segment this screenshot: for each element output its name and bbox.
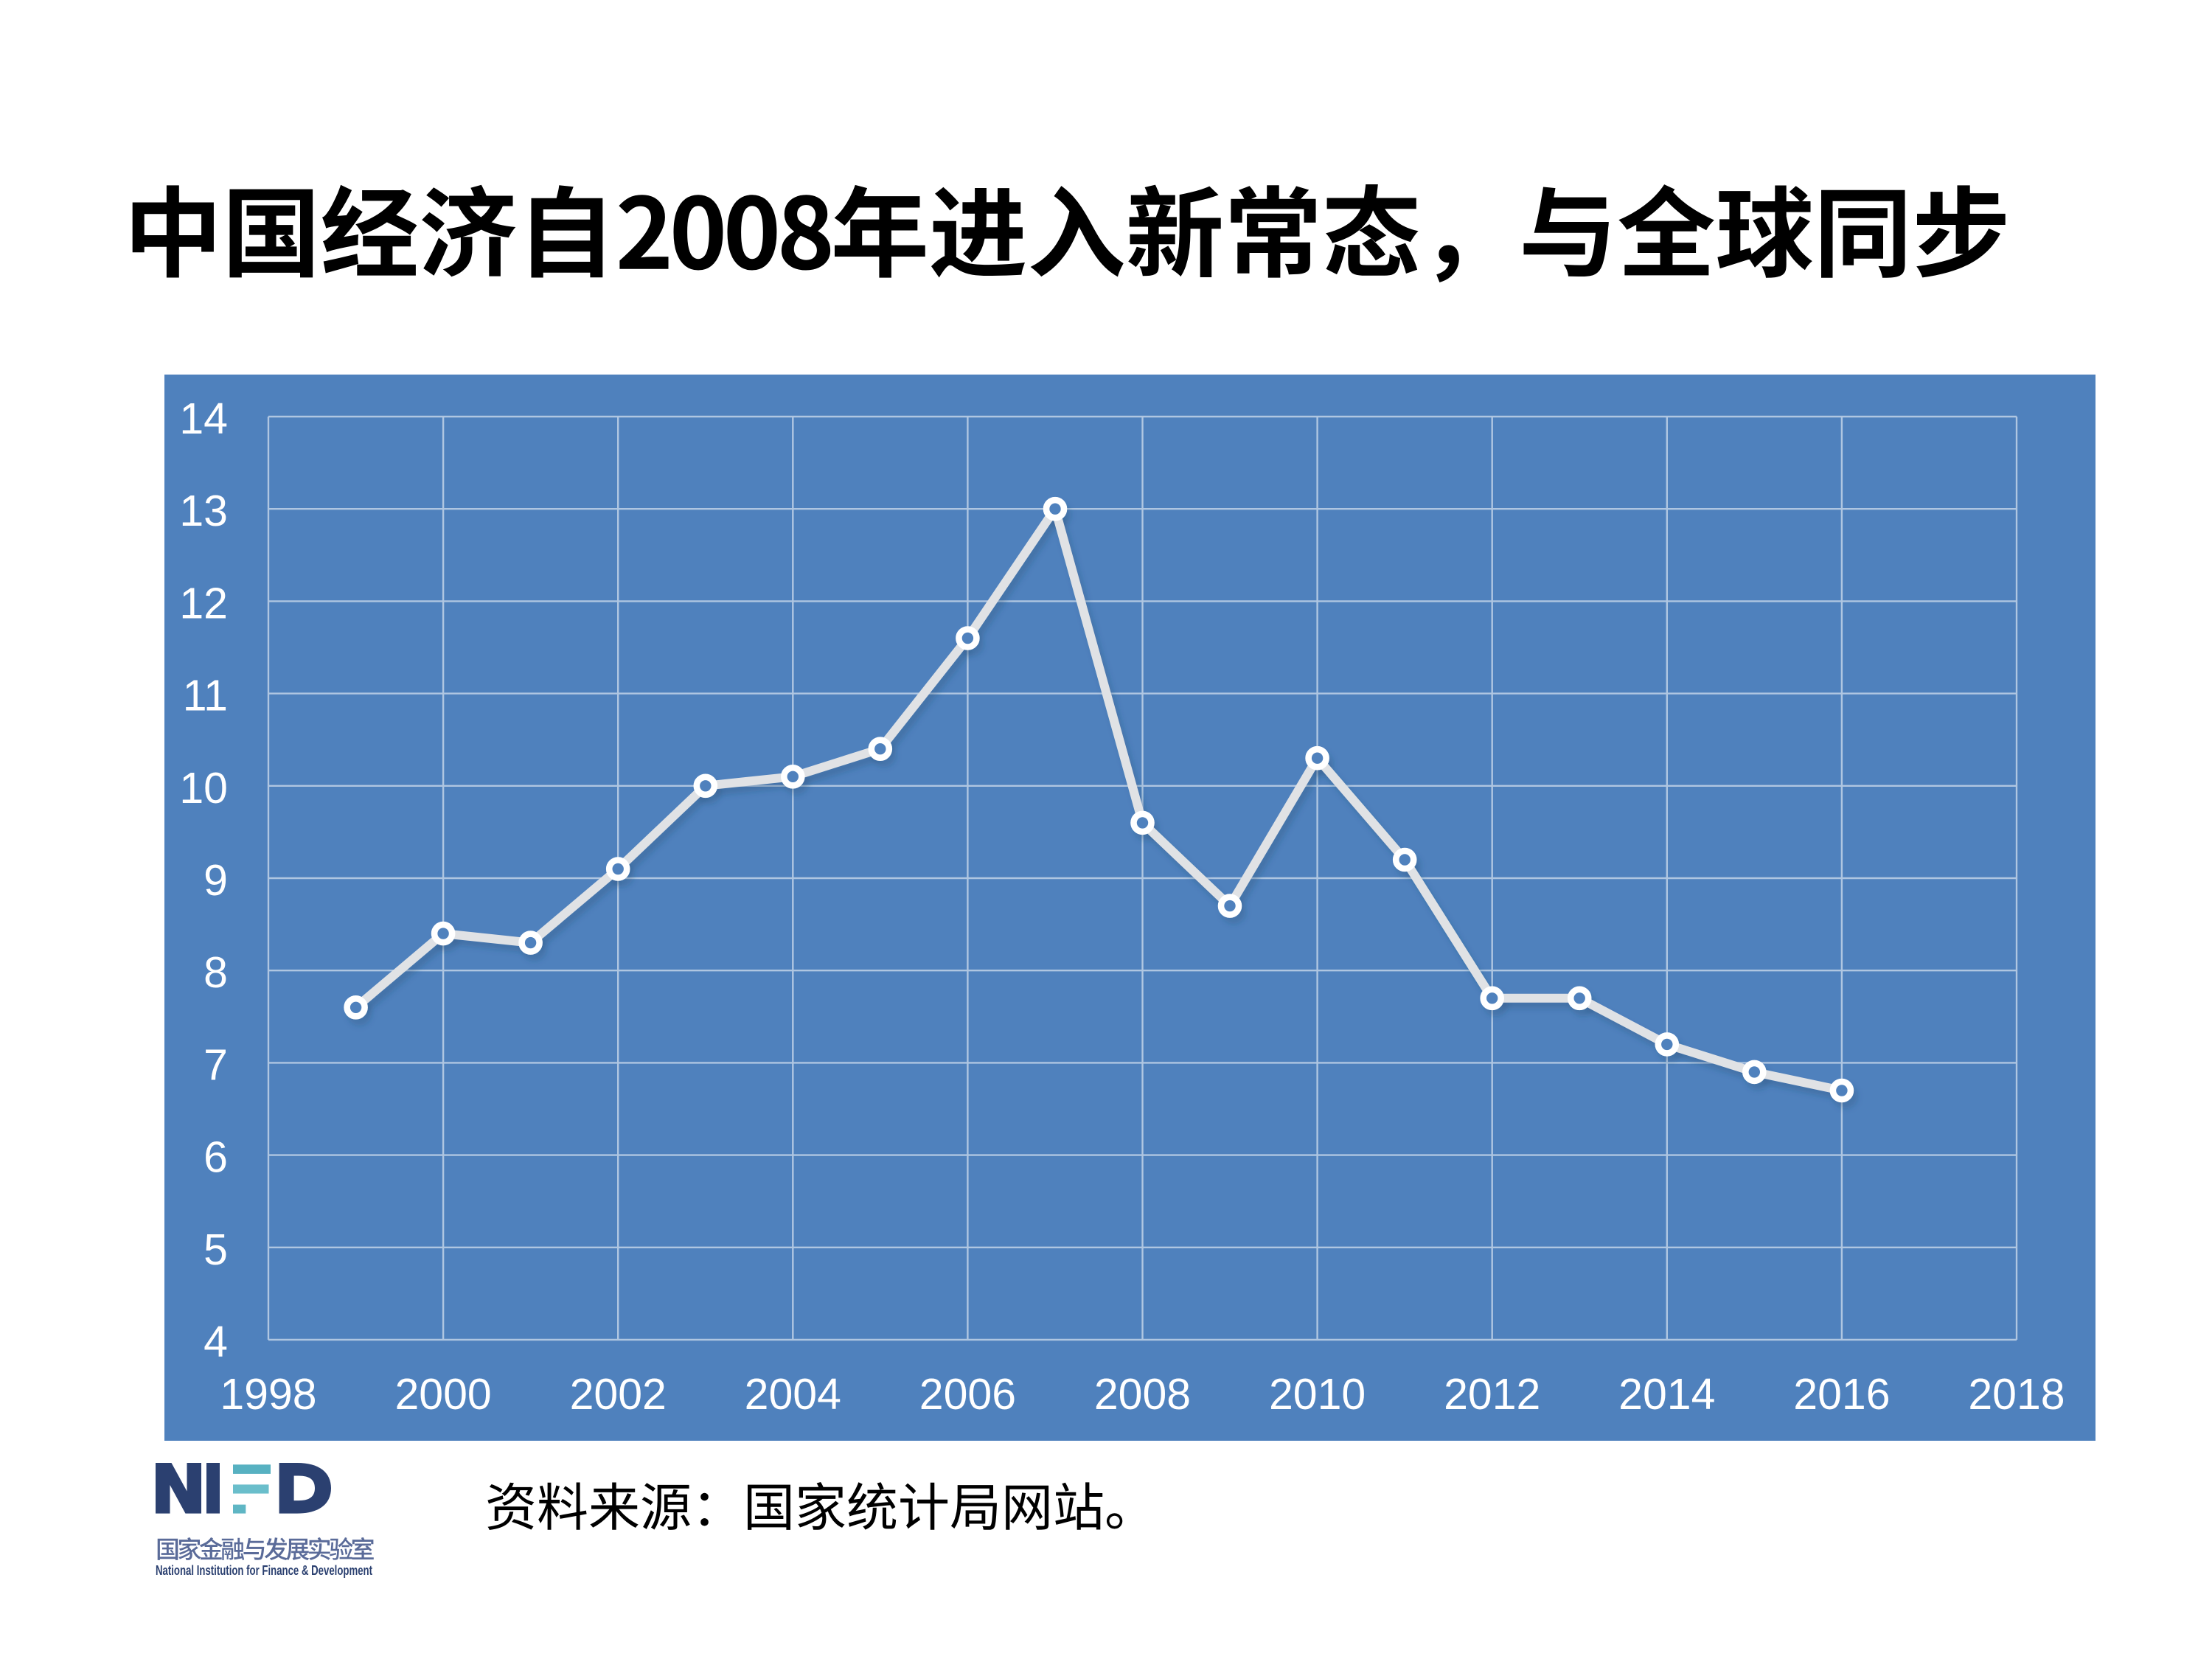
svg-text:10: 10 [179,764,228,813]
svg-text:4: 4 [204,1318,228,1366]
svg-text:2016: 2016 [1793,1370,1890,1419]
svg-text:11: 11 [183,672,228,720]
svg-text:2008: 2008 [1094,1370,1191,1419]
svg-text:7: 7 [204,1040,228,1089]
svg-text:2004: 2004 [745,1370,841,1419]
svg-text:2006: 2006 [919,1370,1016,1419]
svg-text:12: 12 [179,579,228,627]
svg-text:9: 9 [204,856,228,905]
svg-text:2012: 2012 [1444,1370,1540,1419]
svg-text:2000: 2000 [394,1370,491,1419]
svg-text:8: 8 [204,948,228,997]
svg-text:14: 14 [179,394,228,443]
svg-text:2010: 2010 [1269,1370,1366,1419]
svg-text:2002: 2002 [570,1370,667,1419]
svg-text:5: 5 [204,1225,228,1274]
svg-text:2018: 2018 [1968,1370,2065,1419]
svg-text:6: 6 [204,1133,228,1182]
svg-text:13: 13 [179,487,228,535]
svg-text:2014: 2014 [1618,1370,1715,1419]
svg-text:National Institution for Finan: National Institution for Finance & Devel… [156,1563,372,1578]
svg-text:1998: 1998 [220,1370,316,1419]
